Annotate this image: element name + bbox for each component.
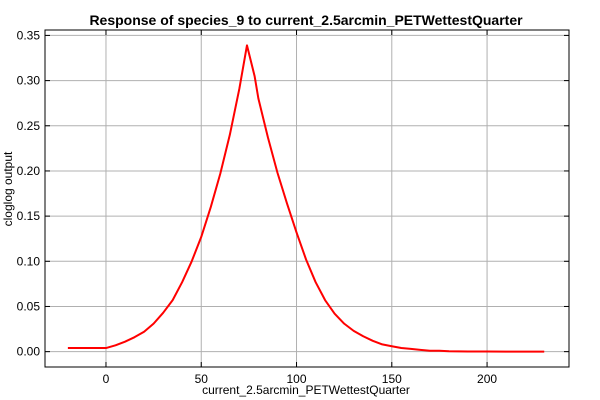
y-tick-label: 0.25 [17, 119, 41, 133]
chart-title: Response of species_9 to current_2.5arcm… [89, 12, 523, 28]
y-tick-label: 0.15 [17, 209, 41, 223]
plot-lines [67, 44, 545, 353]
response-curve [67, 44, 545, 353]
x-axis-label: current_2.5arcmin_PETWettestQuarter [202, 383, 410, 397]
y-tick-label: 0.35 [17, 28, 41, 42]
axis-ticks: 0 50 100 150 200 0.00 0.05 0.10 0.15 0.20 0.25 0.30… [17, 28, 569, 386]
plot-area-frame [44, 29, 570, 368]
y-tick-label: 0.30 [17, 74, 41, 88]
x-tick-label: 0 [103, 372, 110, 386]
y-tick-label: 0.05 [17, 299, 41, 313]
y-tick-label: 0.10 [17, 254, 41, 268]
x-tick-label: 100 [287, 372, 307, 386]
y-tick-label: 0.20 [17, 164, 41, 178]
y-axis-label: cloglog output [1, 151, 15, 226]
x-tick-label: 50 [195, 372, 209, 386]
y-tick-label: 0.00 [17, 345, 41, 359]
grid [45, 30, 569, 367]
x-tick-label: 200 [477, 372, 497, 386]
x-tick-label: 150 [382, 372, 402, 386]
